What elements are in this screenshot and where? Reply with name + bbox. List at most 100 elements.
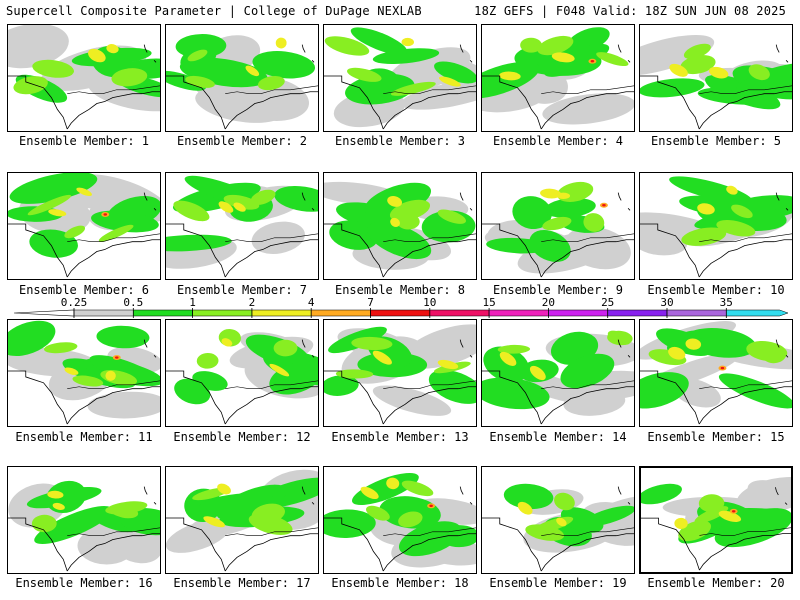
- legend-swatch: [488, 309, 549, 317]
- legend-swatch: [548, 309, 608, 317]
- scp-green-area: [439, 525, 476, 548]
- map-panel-member-15[interactable]: [639, 319, 793, 427]
- state-border: [699, 233, 792, 242]
- scp-red-area: [103, 213, 108, 216]
- scp-yellow-area: [697, 203, 715, 215]
- scp-green-area: [434, 61, 476, 84]
- coastline: [482, 223, 634, 278]
- map-panel-member-11[interactable]: [7, 319, 161, 427]
- coastline: [324, 370, 476, 425]
- map-panel-member-9[interactable]: [481, 172, 635, 280]
- scp-lime-area: [257, 75, 285, 91]
- panel-label: Ensemble Member: 17: [173, 576, 311, 590]
- scp-yellow-area: [52, 502, 65, 510]
- legend-tick-label: 30: [660, 296, 673, 309]
- scp-lime-area: [72, 375, 104, 387]
- map-panel-member-17[interactable]: [165, 466, 319, 574]
- scp-green-area: [175, 34, 227, 59]
- map-panel-member-6[interactable]: [7, 172, 161, 280]
- scp-yellow-area: [718, 510, 742, 523]
- scp-lime-area: [324, 36, 370, 56]
- scp-lime-area: [683, 43, 711, 59]
- scp-low-area: [166, 519, 231, 553]
- scp-yellow-area: [499, 71, 521, 81]
- coastline: [641, 517, 791, 571]
- state-border: [67, 233, 160, 242]
- scp-yellow-area: [221, 338, 233, 347]
- coastline: [166, 517, 318, 572]
- panel-label: Ensemble Member: 18: [331, 576, 469, 590]
- map-panel-member-18[interactable]: [323, 466, 477, 574]
- legend-swatch: [73, 309, 134, 317]
- map-panel-member-16[interactable]: [7, 466, 161, 574]
- scp-lime-area: [401, 480, 434, 497]
- scp-green-area: [735, 63, 792, 96]
- scp-lime-area: [694, 506, 729, 524]
- panel-label: Ensemble Member: 13: [331, 430, 469, 444]
- legend-tick-label: 35: [720, 296, 733, 309]
- scp-yellow-area: [668, 346, 686, 360]
- scp-yellow-area: [233, 202, 246, 212]
- scp-lime-area: [366, 505, 390, 521]
- scp-yellow-area: [390, 217, 400, 228]
- map-panel-member-4[interactable]: [481, 24, 635, 132]
- legend-swatch: [607, 309, 668, 317]
- scp-yellow-area: [217, 483, 231, 495]
- map-panel-member-8[interactable]: [323, 172, 477, 280]
- legend-left-arrow: [14, 309, 75, 317]
- scp-yellow-area: [203, 516, 226, 528]
- scp-yellow-area: [517, 501, 533, 515]
- legend-tick-label: 25: [601, 296, 614, 309]
- scp-lime-area: [681, 227, 727, 246]
- scp-yellow-area: [245, 65, 260, 77]
- coastline: [640, 223, 792, 278]
- map-panel-member-10[interactable]: [639, 172, 793, 280]
- scp-lime-area: [43, 342, 78, 354]
- map-panel-member-2[interactable]: [165, 24, 319, 132]
- map-panel-member-7[interactable]: [165, 172, 319, 280]
- legend-swatch: [192, 309, 253, 317]
- coastline: [324, 75, 476, 130]
- scp-yellow-area: [556, 517, 567, 527]
- map-panel-member-12[interactable]: [165, 319, 319, 427]
- map-panel-member-1[interactable]: [7, 24, 161, 132]
- scp-lime-area: [251, 503, 285, 524]
- scp-green-area: [9, 173, 98, 204]
- coastline: [482, 75, 634, 130]
- map-panel-member-14[interactable]: [481, 319, 635, 427]
- scp-lime-area: [607, 330, 633, 346]
- scp-green-area: [252, 51, 316, 79]
- scp-yellow-area: [540, 188, 561, 199]
- scp-red-area: [731, 510, 736, 513]
- scp-lime-area: [520, 37, 542, 53]
- scp-yellow-area: [105, 370, 116, 381]
- map-panel-member-13[interactable]: [323, 319, 477, 427]
- lake-outline: [617, 486, 631, 505]
- scp-lime-area: [390, 81, 436, 96]
- map-panel-member-19[interactable]: [481, 466, 635, 574]
- scp-green-area: [274, 185, 318, 212]
- state-border: [383, 85, 476, 94]
- legend-tick-label: 0.25: [61, 296, 88, 309]
- state-border: [67, 527, 160, 536]
- panel-label: Ensemble Member: 8: [334, 283, 466, 297]
- scp-green-area: [560, 353, 615, 389]
- lake-outline: [301, 486, 315, 505]
- state-border: [225, 85, 318, 94]
- panel-label: Ensemble Member: 11: [15, 430, 153, 444]
- scp-green-area: [482, 377, 550, 410]
- coastline: [640, 370, 792, 425]
- page-title: Supercell Composite Parameter | College …: [6, 4, 422, 18]
- lake-outline: [301, 192, 315, 211]
- scp-lime-area: [762, 346, 787, 364]
- scp-low-area: [640, 229, 687, 256]
- scp-low-area: [402, 324, 476, 369]
- map-panel-member-3[interactable]: [323, 24, 477, 132]
- scp-green-area: [529, 229, 571, 262]
- map-panel-member-5[interactable]: [639, 24, 793, 132]
- scp-yellow-area: [386, 477, 400, 490]
- scp-lime-area: [437, 209, 467, 224]
- panel-label: Ensemble Member: 10: [647, 283, 785, 297]
- scp-low-area: [8, 25, 69, 69]
- map-panel-member-20[interactable]: [639, 466, 793, 574]
